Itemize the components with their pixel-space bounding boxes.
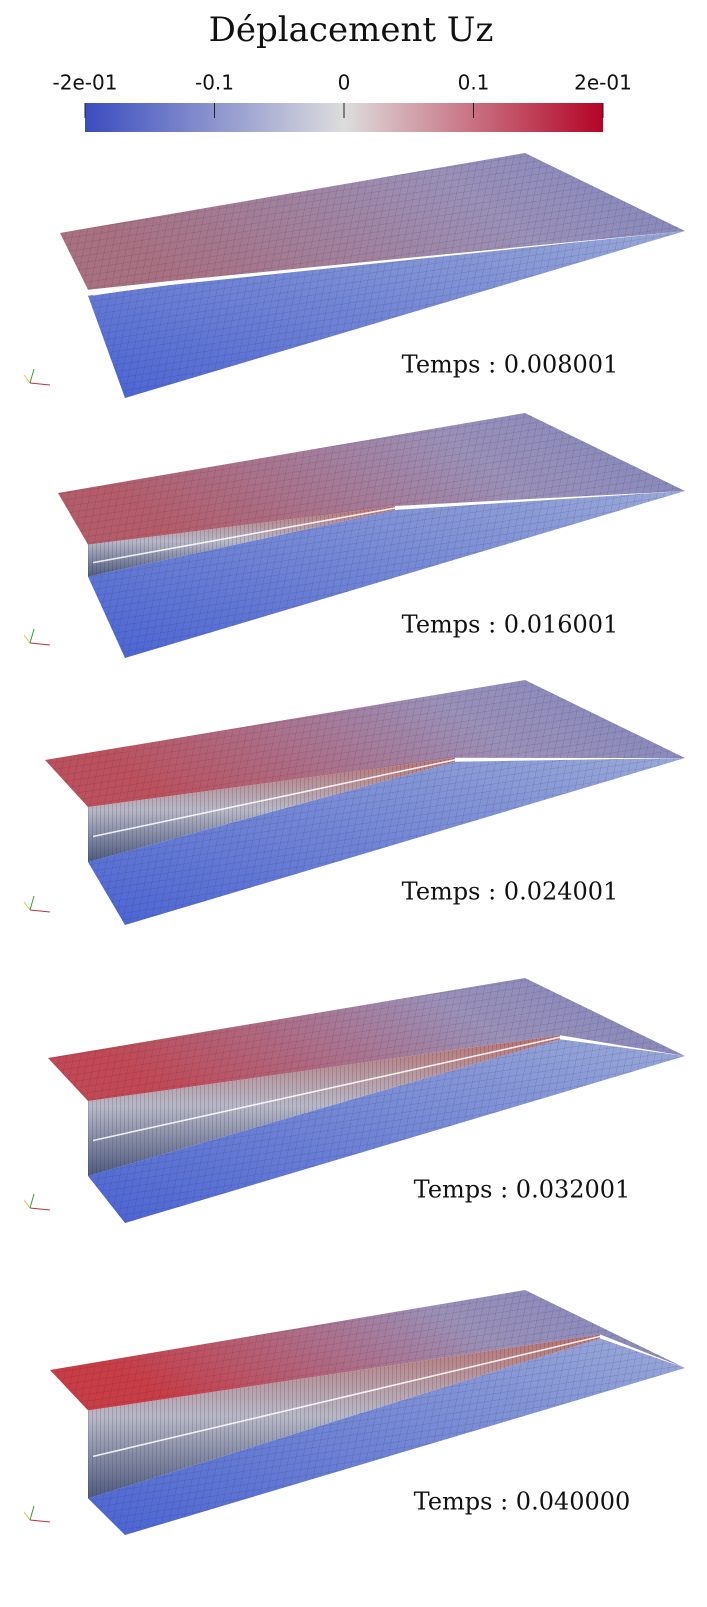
colorbar-tick-label: 0 [338,71,351,95]
frame: Temps : 0.008001 [23,153,685,398]
colorbar-tick-label: -0.1 [195,71,234,95]
crack-front [92,507,396,564]
upper-mesh [45,680,685,807]
colorbar: -2e-01 -0.1 0 0.1 2e-01 [53,71,632,132]
upper-mesh [60,153,685,290]
time-label: Temps : 0.016001 [402,611,619,639]
axis-x [29,1207,51,1211]
axis-x [29,1519,51,1523]
axis-x [29,642,51,646]
time-label: Temps : 0.008001 [402,351,619,379]
axis-z [29,368,35,384]
axis-y [23,901,31,911]
lower-mesh [88,1338,685,1535]
colorbar-tick-label: 0.1 [458,71,490,95]
crack-wall-mesh [88,1035,560,1176]
axis-y [23,1199,31,1209]
lower-mesh [88,231,685,398]
frame: Temps : 0.024001 [23,680,685,925]
crack-wall-mesh [88,1334,600,1499]
axis-x [29,382,51,386]
time-label: Temps : 0.024001 [402,878,619,906]
crack-wall-mesh [88,757,455,862]
axis-z [29,895,35,911]
lower-mesh [88,491,685,658]
crack-front [92,282,171,296]
upper-mesh [50,1290,685,1411]
crack-wall-mesh [88,506,395,577]
lower-mesh [88,758,685,925]
crack-front [92,759,456,838]
axis-z [29,628,35,644]
title: Déplacement Uz [209,10,494,50]
colorbar-tick-label: -2e-01 [53,71,118,95]
axis-z [29,1193,35,1209]
axis-y [23,634,31,644]
crack-front [92,1335,601,1458]
frame: Temps : 0.016001 [23,413,685,658]
lower-mesh [88,1039,685,1223]
frame: Temps : 0.040000 [23,1290,685,1535]
axis-z [29,1505,35,1521]
axis-y [23,1511,31,1521]
crack-front [92,1036,561,1142]
axis-y [23,374,31,384]
upper-mesh [58,413,685,545]
frame: Temps : 0.032001 [23,978,685,1223]
axis-x [29,909,51,913]
time-label: Temps : 0.032001 [414,1176,631,1204]
colorbar-tick-label: 2e-01 [574,71,632,95]
upper-mesh [48,978,685,1101]
time-label: Temps : 0.040000 [414,1488,631,1516]
